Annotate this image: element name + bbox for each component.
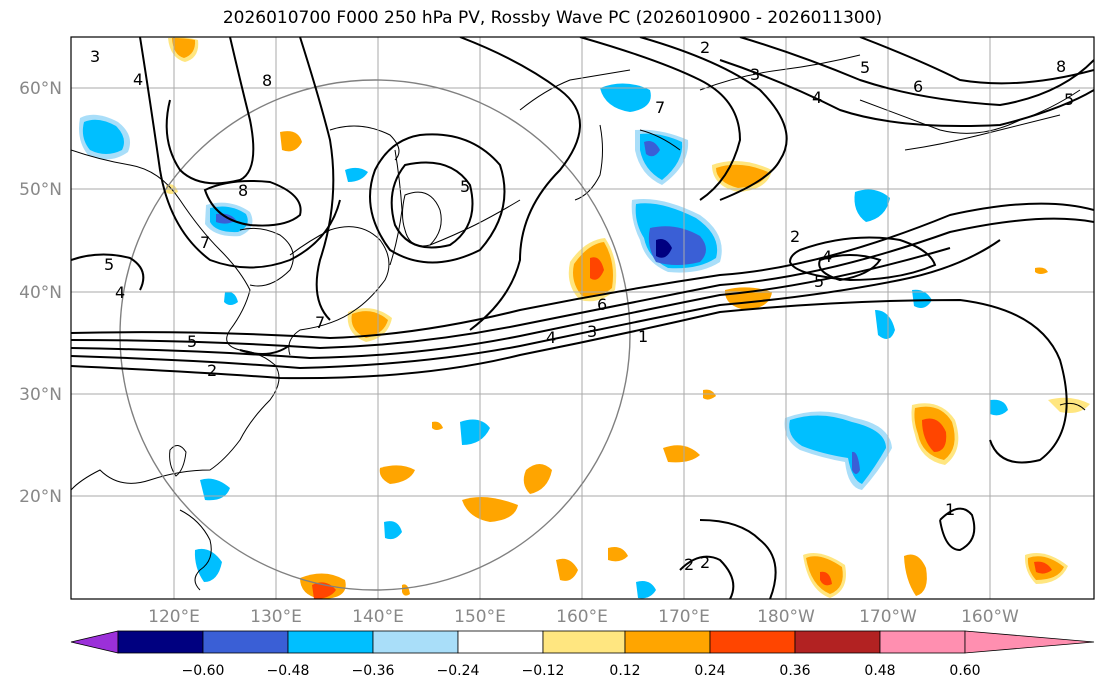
lon-label-160e: 160°E xyxy=(556,607,608,627)
contour-label: 8 xyxy=(262,71,272,90)
contour-label: 4 xyxy=(812,88,822,107)
contour-label: 8 xyxy=(1056,57,1066,76)
contour-label: 3 xyxy=(90,47,100,66)
pv-anomaly-shading xyxy=(79,37,1090,599)
colorbar-segment xyxy=(794,630,881,654)
contour-label: 7 xyxy=(655,98,665,117)
contour-label: 1 xyxy=(638,327,648,346)
colorbar-tick-label: −0.48 xyxy=(267,663,310,679)
lon-label-120e: 120°E xyxy=(148,607,200,627)
colorbar-tick-label: −0.60 xyxy=(182,663,225,679)
contour-label: 7 xyxy=(315,313,325,332)
colorbar-segment xyxy=(624,630,711,654)
contour-label: 5 xyxy=(187,332,197,351)
contour-label: 5 xyxy=(460,177,470,196)
contour-label: 6 xyxy=(913,77,923,96)
colorbar-segment xyxy=(287,630,374,654)
contour-label: 1 xyxy=(945,500,955,519)
contour-label: 2 xyxy=(207,361,217,380)
contour-label: 4 xyxy=(546,328,556,347)
latitude-labels: 60°N 50°N 40°N 30°N 20°N xyxy=(19,79,62,507)
contour-label: 2 xyxy=(684,555,694,574)
colorbar-tick-label: −0.36 xyxy=(352,663,395,679)
colorbar: −0.60 −0.48 −0.36 −0.24 −0.12 0.12 0.24 … xyxy=(70,630,1095,679)
contour-label: 7 xyxy=(200,233,210,252)
lon-label-150e: 150°E xyxy=(454,607,506,627)
colorbar-tick-label: 0.48 xyxy=(864,663,895,679)
lat-label-60n: 60°N xyxy=(19,79,62,99)
reference-circle xyxy=(119,79,631,591)
contour-label: 5 xyxy=(860,58,870,77)
lon-label-180w: 180°W xyxy=(757,607,815,627)
colorbar-tick-label: 0.12 xyxy=(609,663,640,679)
contour-label: 5 xyxy=(814,272,824,291)
negative-anomalies xyxy=(79,83,1008,599)
contour-label: 2 xyxy=(700,38,710,57)
colorbar-segment xyxy=(457,630,544,654)
colorbar-segment xyxy=(117,630,204,654)
colorbar-tick-label: 0.60 xyxy=(949,663,980,679)
graticule xyxy=(71,37,1094,599)
lon-label-140e: 140°E xyxy=(352,607,404,627)
contour-label: 6 xyxy=(597,295,607,314)
contour-label: 5 xyxy=(104,255,114,274)
contour-label: 3 xyxy=(587,322,597,341)
contour-label: 2 xyxy=(700,553,710,572)
lon-label-170w: 170°W xyxy=(859,607,917,627)
colorbar-tick-label: 0.24 xyxy=(694,663,725,679)
contour-label: 4 xyxy=(822,247,832,266)
contour-label: 3 xyxy=(750,65,760,84)
colorbar-segment xyxy=(542,630,626,654)
lon-label-160w: 160°W xyxy=(961,607,1019,627)
contour-label: 2 xyxy=(790,227,800,246)
contour-label: 4 xyxy=(115,283,125,302)
pv-contours xyxy=(71,37,1094,599)
colorbar-tick-label: −0.12 xyxy=(522,663,565,679)
contour-label: 8 xyxy=(238,181,248,200)
contour-labels: 3 4 8 8 7 5 4 5 5 2 7 2 3 4 5 6 7 8 5 6 … xyxy=(90,38,1074,574)
map-title: 2026010700 F000 250 hPa PV, Rossby Wave … xyxy=(222,8,883,28)
colorbar-tick-label: −0.24 xyxy=(437,663,480,679)
colorbar-left-extension xyxy=(70,630,119,654)
colorbar-segment xyxy=(709,630,796,654)
positive-anomalies xyxy=(166,37,1090,599)
colorbar-right-extension xyxy=(964,630,1095,654)
lat-label-30n: 30°N xyxy=(19,385,62,405)
contour-label: 4 xyxy=(133,70,143,89)
lat-label-50n: 50°N xyxy=(19,180,62,200)
colorbar-segment xyxy=(372,630,459,654)
lon-label-170e: 170°E xyxy=(658,607,710,627)
colorbar-segment xyxy=(202,630,289,654)
colorbar-segment xyxy=(879,630,966,654)
lat-label-20n: 20°N xyxy=(19,487,62,507)
longitude-labels: 120°E 130°E 140°E 150°E 160°E 170°E 180°… xyxy=(148,607,1019,627)
lon-label-130e: 130°E xyxy=(250,607,302,627)
colorbar-tick-label: 0.36 xyxy=(779,663,810,679)
contour-label: 5 xyxy=(1064,90,1074,109)
map-frame xyxy=(70,36,1095,600)
lat-label-40n: 40°N xyxy=(19,283,62,303)
